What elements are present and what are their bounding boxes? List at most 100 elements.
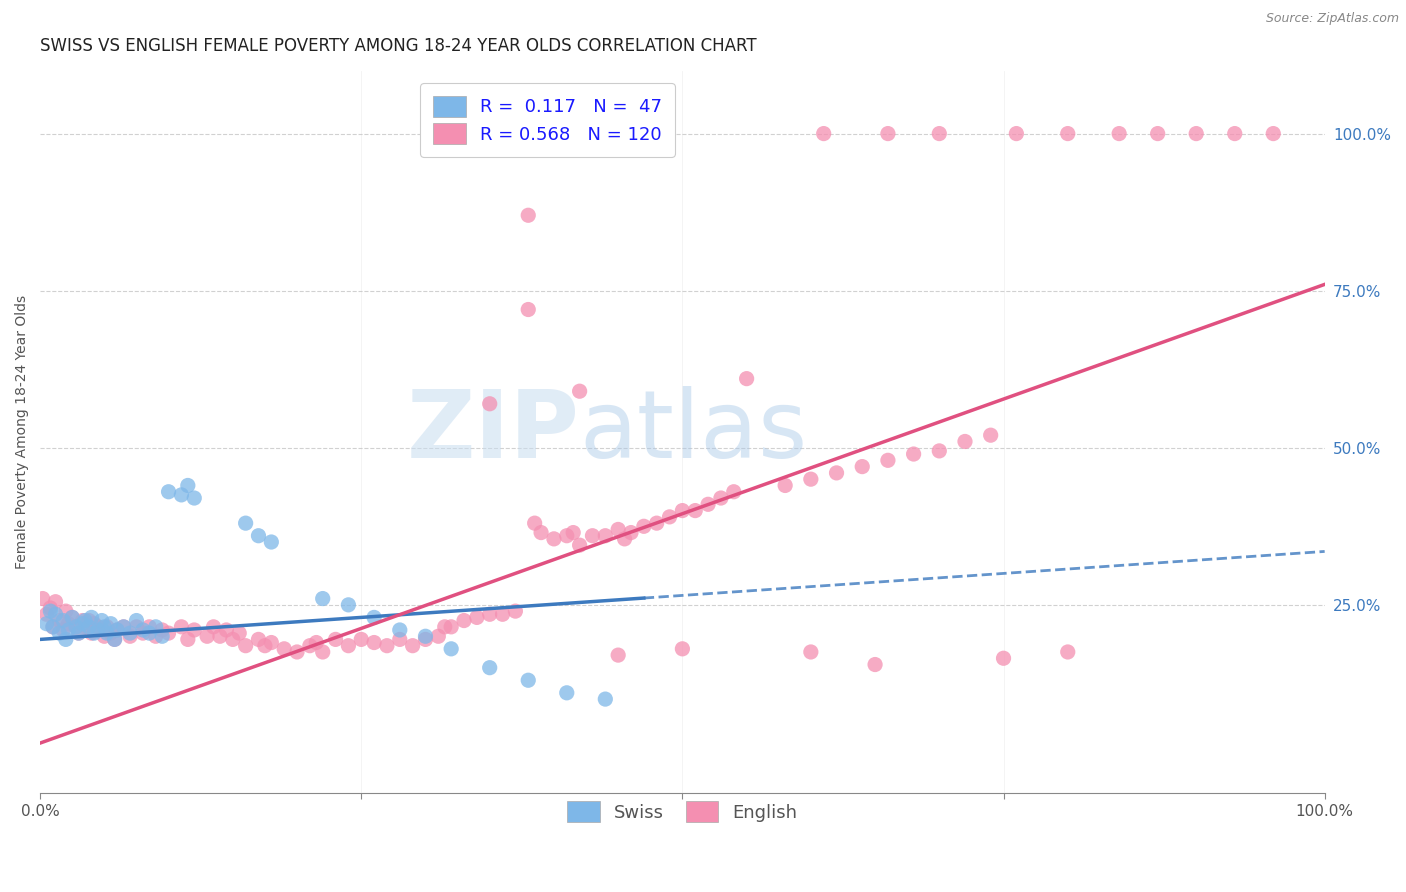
Text: ZIP: ZIP bbox=[406, 386, 579, 478]
Point bbox=[312, 645, 335, 659]
Text: atlas: atlas bbox=[579, 386, 808, 478]
Point bbox=[877, 127, 900, 141]
Point bbox=[118, 626, 141, 640]
Point bbox=[60, 610, 83, 624]
Point bbox=[671, 503, 693, 517]
Point bbox=[228, 626, 250, 640]
Point bbox=[607, 523, 630, 537]
Legend: Swiss, English: Swiss, English bbox=[554, 789, 810, 835]
Point bbox=[825, 466, 848, 480]
Point bbox=[100, 626, 122, 640]
Point bbox=[543, 532, 565, 546]
Point bbox=[118, 629, 141, 643]
Point bbox=[150, 629, 173, 643]
Point bbox=[427, 629, 450, 643]
Point bbox=[1108, 127, 1130, 141]
Point bbox=[523, 516, 546, 530]
Point bbox=[607, 648, 630, 662]
Point bbox=[93, 629, 115, 643]
Point bbox=[77, 620, 100, 634]
Point bbox=[58, 623, 80, 637]
Point bbox=[177, 632, 200, 647]
Point bbox=[93, 620, 115, 634]
Point bbox=[273, 641, 295, 656]
Point bbox=[132, 626, 155, 640]
Point bbox=[87, 623, 110, 637]
Point bbox=[633, 519, 655, 533]
Point bbox=[478, 607, 501, 622]
Point bbox=[710, 491, 733, 505]
Point bbox=[260, 535, 283, 549]
Point bbox=[453, 614, 475, 628]
Point bbox=[83, 626, 105, 640]
Point bbox=[247, 632, 270, 647]
Point bbox=[90, 623, 112, 637]
Point bbox=[375, 639, 398, 653]
Point bbox=[312, 591, 335, 606]
Point bbox=[44, 595, 66, 609]
Point bbox=[132, 623, 155, 637]
Point bbox=[415, 629, 437, 643]
Point bbox=[613, 532, 636, 546]
Point bbox=[800, 472, 823, 486]
Point bbox=[125, 614, 148, 628]
Point bbox=[96, 620, 118, 634]
Point bbox=[337, 639, 360, 653]
Point bbox=[568, 538, 591, 552]
Point bbox=[42, 620, 65, 634]
Point bbox=[773, 478, 796, 492]
Text: SWISS VS ENGLISH FEMALE POVERTY AMONG 18-24 YEAR OLDS CORRELATION CHART: SWISS VS ENGLISH FEMALE POVERTY AMONG 18… bbox=[41, 37, 756, 55]
Point bbox=[440, 641, 463, 656]
Point bbox=[65, 620, 87, 634]
Point bbox=[363, 610, 385, 624]
Point bbox=[96, 626, 118, 640]
Point bbox=[80, 626, 103, 640]
Point bbox=[305, 635, 328, 649]
Point bbox=[813, 127, 835, 141]
Point bbox=[1005, 127, 1028, 141]
Point bbox=[42, 620, 65, 634]
Point bbox=[555, 529, 578, 543]
Point bbox=[90, 614, 112, 628]
Point bbox=[235, 516, 257, 530]
Point bbox=[658, 509, 681, 524]
Point bbox=[75, 620, 97, 634]
Point bbox=[183, 623, 205, 637]
Point bbox=[433, 620, 456, 634]
Point bbox=[1223, 127, 1246, 141]
Point bbox=[595, 692, 617, 706]
Point bbox=[350, 632, 373, 647]
Point bbox=[87, 620, 110, 634]
Point bbox=[52, 614, 75, 628]
Point bbox=[39, 604, 62, 618]
Point bbox=[671, 641, 693, 656]
Point bbox=[72, 616, 94, 631]
Point bbox=[465, 610, 488, 624]
Point bbox=[48, 614, 70, 628]
Point bbox=[1056, 127, 1078, 141]
Point bbox=[157, 626, 180, 640]
Point bbox=[138, 626, 160, 640]
Text: Source: ZipAtlas.com: Source: ZipAtlas.com bbox=[1265, 12, 1399, 25]
Point bbox=[145, 629, 167, 643]
Point bbox=[595, 529, 617, 543]
Point bbox=[195, 629, 218, 643]
Point bbox=[100, 616, 122, 631]
Point bbox=[1056, 645, 1078, 659]
Point bbox=[48, 626, 70, 640]
Point bbox=[555, 686, 578, 700]
Point bbox=[105, 623, 128, 637]
Point bbox=[83, 616, 105, 631]
Point bbox=[1146, 127, 1168, 141]
Point bbox=[645, 516, 668, 530]
Point bbox=[104, 632, 127, 647]
Point bbox=[735, 371, 758, 385]
Point bbox=[138, 620, 160, 634]
Point bbox=[928, 443, 950, 458]
Point bbox=[363, 635, 385, 649]
Point bbox=[58, 616, 80, 631]
Point bbox=[620, 525, 643, 540]
Point bbox=[260, 635, 283, 649]
Point bbox=[337, 598, 360, 612]
Point bbox=[993, 651, 1015, 665]
